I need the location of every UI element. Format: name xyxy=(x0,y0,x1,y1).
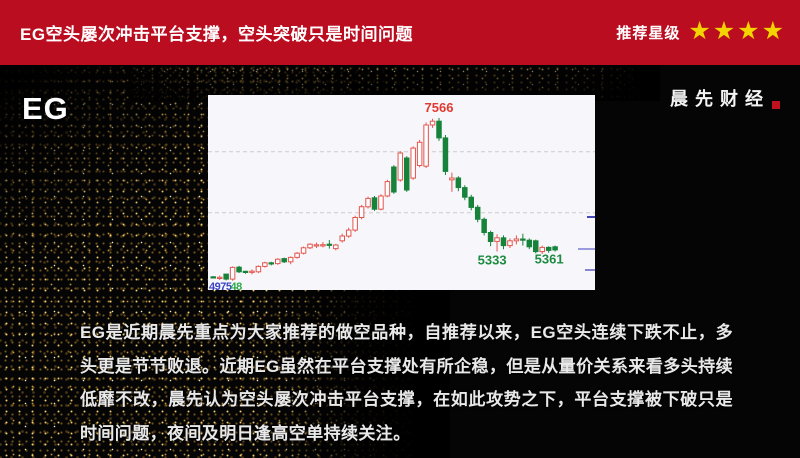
rating-label: 推荐星级 xyxy=(616,25,681,42)
header-title: EG空头屡次冲击平台支撑，空头突破只是时间问题 xyxy=(20,25,414,44)
svg-text:7566: 7566 xyxy=(425,100,454,115)
rating-group: 推荐星级 ★★★★ xyxy=(616,17,786,45)
brand-logo: 晨先财经 xyxy=(670,85,780,111)
article-paragraph: EG是近期晨先重点为大家推荐的做空品种，自推荐以来，EG空头连续下跌不止，多头更… xyxy=(80,323,733,443)
chart-corner-label-green: 48 xyxy=(230,281,242,291)
candlestick-svg: 7566 5333 5361 xyxy=(208,100,595,281)
brand-accent-square xyxy=(772,101,780,109)
symbol-title: EG xyxy=(22,91,69,126)
candlestick-chart: 7566 5333 5361 497548 xyxy=(208,95,595,290)
svg-text:5333: 5333 xyxy=(478,253,507,268)
rating-stars-icon: ★★★★ xyxy=(688,17,786,45)
chart-corner-label: 497548 xyxy=(209,281,242,291)
brand-name: 晨先财经 xyxy=(670,89,770,109)
svg-text:5361: 5361 xyxy=(535,252,564,267)
header-bar: EG空头屡次冲击平台支撑，空头突破只是时间问题 推荐星级 ★★★★ xyxy=(0,0,800,65)
chart-corner-label-blue: 4975 xyxy=(209,281,232,291)
stage: EG 晨先财经 7566 5333 5361 497548 EG是近期晨先重点为大家… xyxy=(0,65,800,458)
